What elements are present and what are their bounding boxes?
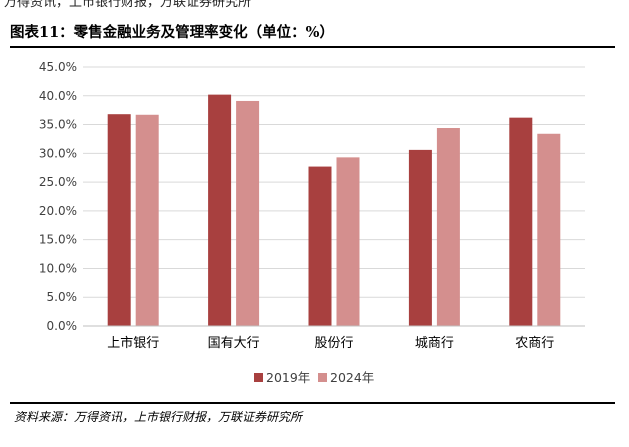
bar-2024 bbox=[537, 133, 561, 326]
x-category-label: 农商行 bbox=[515, 336, 554, 351]
x-category-label: 城商行 bbox=[415, 336, 454, 351]
y-tick-label: 20.0% bbox=[39, 204, 77, 218]
y-tick-label: 10.0% bbox=[39, 261, 77, 275]
y-tick-label: 40.0% bbox=[39, 89, 77, 103]
bar-2019 bbox=[107, 114, 131, 326]
bar-2024 bbox=[436, 128, 460, 326]
bar-2019 bbox=[208, 94, 232, 326]
y-tick-label: 15.0% bbox=[39, 233, 77, 247]
y-tick-label: 25.0% bbox=[39, 175, 77, 189]
y-tick-label: 30.0% bbox=[39, 146, 77, 160]
cut-off-text: 万得资讯，上市银行财报，万联证券研究所 bbox=[4, 0, 252, 10]
x-category-label: 上市银行 bbox=[107, 335, 159, 351]
y-tick-label: 45.0% bbox=[39, 60, 77, 74]
title-rule bbox=[10, 46, 615, 48]
bar-2024 bbox=[236, 100, 260, 326]
y-tick-label: 0.0% bbox=[47, 319, 78, 333]
bar-2024 bbox=[336, 157, 360, 326]
source-note: 资料来源：万得资讯，上市银行财报，万联证券研究所 bbox=[14, 410, 303, 424]
bar-2019 bbox=[408, 149, 432, 326]
figure-title: 图表11：零售金融业务及管理率变化（单位：%） bbox=[10, 24, 334, 41]
y-tick-label: 5.0% bbox=[47, 290, 78, 304]
bar-chart: 0.0% 5.0% 10.0% 15.0% 20.0% 25.0% 30.0% 35.0% 40… bbox=[39, 60, 585, 385]
legend-swatch-2024 bbox=[318, 373, 327, 382]
bar-2019 bbox=[308, 166, 332, 326]
legend-label-2024: 2024年 bbox=[330, 370, 374, 385]
bar-2024 bbox=[135, 114, 159, 326]
legend-swatch-2019 bbox=[254, 373, 263, 382]
source-rule bbox=[10, 402, 615, 404]
legend-label-2019: 2019年 bbox=[266, 370, 310, 385]
x-category-label: 国有大行 bbox=[208, 336, 260, 351]
y-tick-label: 35.0% bbox=[39, 118, 77, 132]
cut-off-previous-text: 万得资讯，上市银行财报，万联证券研究所 bbox=[0, 0, 629, 10]
x-category-label: 股份行 bbox=[314, 336, 353, 351]
bar-2019 bbox=[509, 117, 533, 326]
